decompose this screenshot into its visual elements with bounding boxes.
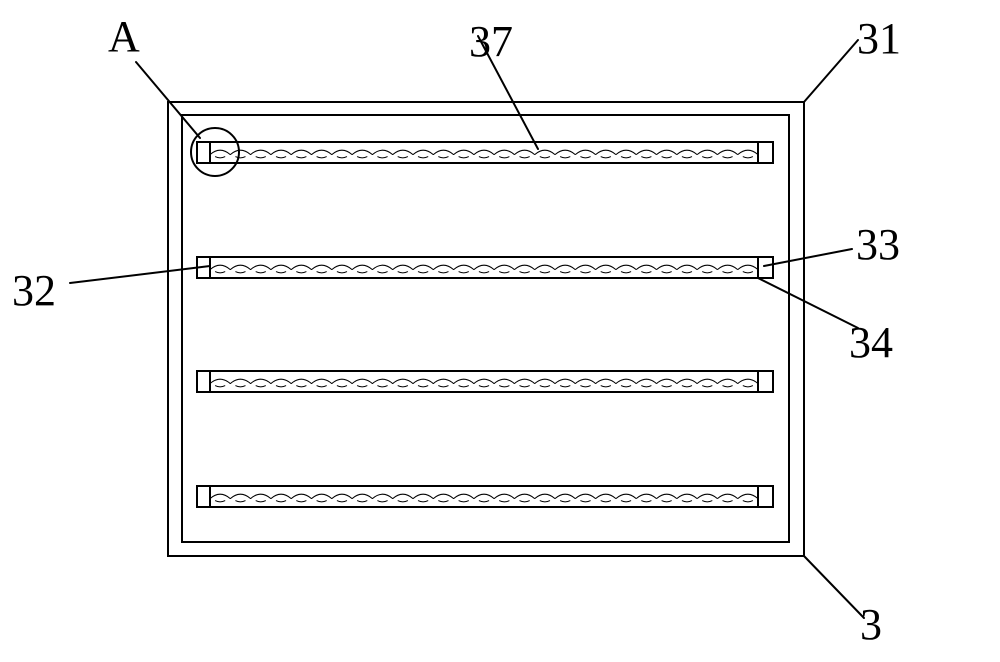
- slot-1: [197, 142, 773, 163]
- leader-3: [804, 556, 864, 618]
- slot-2: [197, 257, 773, 278]
- inner-frame: [182, 115, 789, 542]
- leader-32: [70, 266, 210, 283]
- callout-label-37: 37: [469, 20, 513, 64]
- slot-hatch-2: [210, 265, 758, 273]
- slot-hatch-4: [210, 494, 758, 502]
- callout-label-33: 33: [856, 223, 900, 267]
- slot-hatch-3: [210, 379, 758, 387]
- slot-4: [197, 486, 773, 507]
- leader-33: [764, 249, 852, 266]
- slot-3: [197, 371, 773, 392]
- callout-label-3: 3: [860, 603, 882, 647]
- callout-label-A: A: [108, 15, 140, 59]
- callout-label-34: 34: [849, 321, 893, 365]
- slot-hatch-1: [210, 150, 758, 158]
- callout-label-32: 32: [12, 269, 56, 313]
- callout-label-31: 31: [857, 17, 901, 61]
- outer-frame: [168, 102, 804, 556]
- technical-drawing: A 31 37 32 33 34 3: [0, 0, 1000, 662]
- leader-34: [758, 278, 858, 328]
- leader-31: [804, 40, 858, 102]
